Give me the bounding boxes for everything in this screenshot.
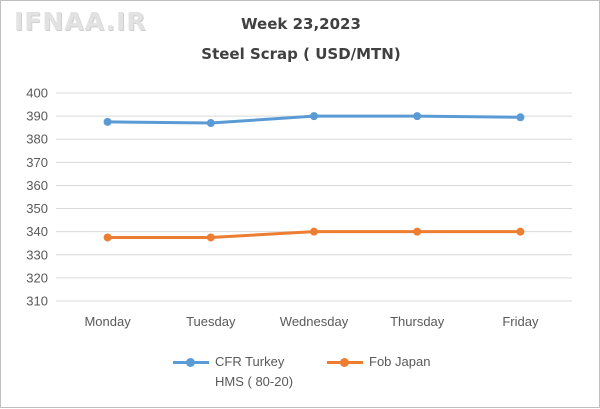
legend-label-cfr-turkey-line2: HMS ( 80-20) xyxy=(215,374,294,389)
data-point-1-3 xyxy=(413,227,422,236)
data-point-0-0 xyxy=(103,117,112,126)
x-tick-label-friday: Friday xyxy=(502,314,539,329)
data-point-1-4 xyxy=(516,227,525,236)
y-tick-label-400: 400 xyxy=(26,86,48,101)
y-tick-label-350: 350 xyxy=(26,201,48,216)
data-point-1-2 xyxy=(310,227,318,236)
y-tick-label-320: 320 xyxy=(26,270,48,285)
y-tick-label-370: 370 xyxy=(26,155,48,170)
data-point-1-1 xyxy=(206,233,215,242)
y-tick-label-380: 380 xyxy=(26,132,48,147)
legend-swatch-cfr-turkey xyxy=(173,358,209,367)
chart-title: Week 23,2023 xyxy=(241,15,361,33)
y-tick-label-360: 360 xyxy=(26,178,48,193)
legend-marker-cfr-turkey xyxy=(186,358,195,367)
legend-label-cfr-turkey-line1: CFR Turkey xyxy=(215,354,285,369)
x-tick-label-tuesday: Tuesday xyxy=(186,314,236,329)
x-tick-label-thursday: Thursday xyxy=(390,314,445,329)
chart-subtitle: Steel Scrap ( USD/MTN) xyxy=(201,45,401,63)
data-point-0-2 xyxy=(310,112,318,121)
watermark-logo: IFNAA.IR xyxy=(14,7,147,36)
x-tick-label-wednesday: Wednesday xyxy=(280,314,349,329)
y-tick-label-330: 330 xyxy=(26,247,48,262)
data-point-0-4 xyxy=(516,113,525,122)
legend-label-fob-japan: Fob Japan xyxy=(369,354,431,369)
legend-marker-fob-japan xyxy=(340,358,349,367)
y-tick-label-340: 340 xyxy=(26,224,48,239)
data-point-0-1 xyxy=(206,119,215,128)
x-tick-label-monday: Monday xyxy=(84,314,131,329)
data-point-1-0 xyxy=(103,233,112,242)
y-tick-label-390: 390 xyxy=(26,109,48,124)
y-tick-label-310: 310 xyxy=(26,294,48,309)
legend-swatch-fob-japan xyxy=(327,358,363,367)
data-point-0-3 xyxy=(413,112,422,121)
